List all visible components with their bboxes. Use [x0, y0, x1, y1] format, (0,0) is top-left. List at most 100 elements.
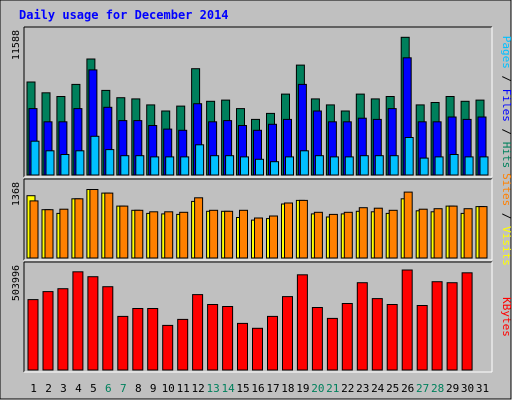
bar-pages-day-14	[225, 155, 235, 176]
bar-kbytes-day-17	[267, 315, 278, 371]
bar-pages-day-17	[270, 161, 279, 176]
bar-pages-day-5	[90, 135, 100, 176]
bar-sites-day-30	[463, 208, 473, 259]
bar-kbytes-day-16	[252, 327, 263, 371]
bar-kbytes-day-30	[461, 272, 473, 371]
bar-kbytes-day-24	[371, 298, 383, 371]
panel-mid-series-label-part-0: Sites	[500, 173, 512, 206]
x-label-day-7: 7	[120, 382, 127, 395]
bar-kbytes-day-2	[42, 291, 54, 371]
bar-sites-day-25	[388, 209, 398, 259]
panel-top-series-label: Pages / Files / Hits	[500, 36, 512, 169]
bar-kbytes-day-4	[72, 271, 84, 371]
bar-pages-day-30	[464, 156, 474, 176]
x-label-day-28: 28	[431, 382, 444, 395]
bar-kbytes-day-19	[296, 274, 308, 371]
bar-sites-day-21	[328, 213, 338, 259]
x-label-day-5: 5	[90, 382, 97, 395]
bar-pages-day-22	[344, 156, 354, 176]
x-label-day-17: 17	[266, 382, 279, 395]
x-label-day-23: 23	[356, 382, 369, 395]
x-label-day-1: 1	[30, 382, 37, 395]
chart-title: Daily usage for December 2014	[19, 8, 229, 22]
bar-pages-day-26	[404, 137, 414, 176]
bar-sites-day-20	[313, 211, 323, 259]
x-label-day-19: 19	[296, 382, 309, 395]
panel-bot: 503996 KBytes	[11, 261, 512, 373]
panel-mid-series-label: Sites / Visits	[500, 173, 512, 266]
bar-kbytes-day-1	[27, 299, 39, 371]
bar-pages-day-27	[419, 157, 429, 176]
bar-pages-day-2	[45, 150, 55, 176]
panel-top-ytick-label: 11588	[11, 30, 22, 60]
bar-kbytes-day-20	[311, 307, 323, 371]
bar-sites-day-22	[343, 211, 353, 259]
bar-pages-day-23	[359, 155, 369, 176]
bar-pages-day-12	[195, 144, 205, 176]
bar-kbytes-day-11	[177, 318, 189, 371]
bar-kbytes-day-23	[356, 282, 368, 371]
bar-kbytes-day-6	[102, 286, 114, 371]
bar-pages-day-9	[150, 156, 160, 176]
panel-top-series-label-part-2: Files	[500, 89, 512, 122]
x-label-day-31: 31	[476, 382, 489, 395]
bar-sites-day-4	[74, 198, 84, 259]
bar-pages-day-7	[120, 155, 130, 176]
bar-sites-day-29	[448, 205, 458, 259]
x-axis-labels: 1 2 3 4 5 6 7 8 9 10 11 12 13 14 15 16 17 18 19 20 21 22 23 24 2…	[30, 382, 489, 395]
x-label-day-14: 14	[221, 382, 235, 395]
bar-sites-day-1	[29, 200, 39, 259]
x-label-day-4: 4	[75, 382, 82, 395]
bar-kbytes-day-26	[401, 269, 413, 371]
x-label-day-16: 16	[251, 382, 264, 395]
x-label-day-22: 22	[341, 382, 354, 395]
bar-sites-day-19	[298, 199, 308, 259]
bar-pages-day-15	[240, 156, 249, 176]
bar-sites-day-12	[194, 197, 204, 259]
chart-panels: 11588 Pages / Files / Hits 1368 Sites / Vis…	[11, 26, 512, 373]
bar-sites-day-17	[269, 215, 278, 259]
panel-bot-series-label: KBytes	[500, 297, 512, 337]
panel-top-series-label-part-0: Pages	[500, 36, 512, 69]
bar-sites-day-24	[373, 207, 383, 259]
x-label-day-13: 13	[206, 382, 219, 395]
bar-kbytes-day-18	[282, 296, 293, 371]
bar-pages-day-25	[389, 155, 399, 176]
bar-pages-day-6	[105, 149, 115, 176]
x-label-day-10: 10	[162, 382, 175, 395]
bar-sites-day-13	[209, 209, 219, 259]
x-label-day-3: 3	[60, 382, 67, 395]
bar-kbytes-day-3	[57, 288, 69, 371]
bar-pages-day-19	[299, 150, 309, 176]
bar-sites-day-28	[433, 208, 443, 259]
bar-pages-day-24	[374, 155, 384, 176]
bar-sites-day-7	[119, 205, 129, 259]
x-label-day-12: 12	[191, 382, 204, 395]
x-label-day-2: 2	[45, 382, 52, 395]
x-label-day-8: 8	[135, 382, 142, 395]
bar-sites-day-18	[284, 202, 293, 259]
x-label-day-24: 24	[371, 382, 385, 395]
bar-kbytes-day-5	[87, 276, 99, 371]
bar-pages-day-18	[285, 156, 294, 176]
bar-kbytes-day-14	[222, 306, 234, 371]
bar-pages-day-29	[449, 154, 459, 176]
x-label-day-21: 21	[326, 382, 339, 395]
x-label-day-6: 6	[105, 382, 112, 395]
x-label-day-18: 18	[281, 382, 294, 395]
bar-kbytes-day-15	[237, 322, 248, 371]
bar-sites-day-2	[44, 209, 54, 259]
bar-sites-day-15	[239, 209, 248, 259]
panel-bot-ytick-label: 503996	[11, 265, 22, 301]
bar-sites-day-8	[134, 209, 144, 259]
bar-kbytes-day-21	[326, 317, 338, 371]
x-label-day-11: 11	[177, 382, 190, 395]
bar-pages-day-4	[75, 150, 85, 176]
bar-kbytes-day-12	[192, 294, 204, 371]
panel-bot-series-label-part-0: KBytes	[500, 297, 512, 337]
bar-pages-day-13	[210, 155, 220, 176]
x-label-day-27: 27	[416, 382, 429, 395]
bar-sites-day-11	[179, 211, 189, 259]
bar-pages-day-31	[479, 156, 489, 176]
